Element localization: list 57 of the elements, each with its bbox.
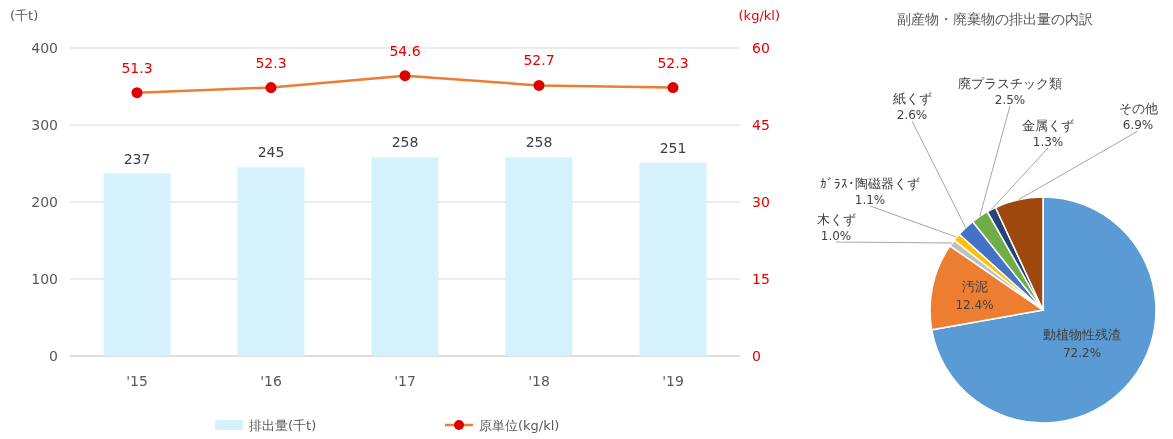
point [667,82,679,94]
data-label: 1.3% [1032,135,1064,149]
y-tick-label: 0 [49,348,58,364]
data-label: 2.6% [896,108,928,122]
chart-title: 副産物・廃棄物の排出量の内訳 [897,11,1093,27]
point [265,82,277,94]
y2-tick-label: 60 [752,40,770,56]
point [533,79,545,91]
bar [639,162,707,356]
slice-label: 木くず [816,212,856,227]
bar [237,167,305,356]
data-label: 51.3 [121,59,153,76]
point [399,70,411,82]
y-tick-label: 100 [31,271,58,287]
data-label: 6.9% [1122,118,1154,132]
slice-label: その他 [1118,101,1158,116]
y2-axis-title: (kg/kl) [738,8,780,23]
data-label: 1.0% [820,229,852,243]
slice-label: 動植物性残渣 [1042,326,1121,342]
data-label: 52.3 [657,54,689,71]
data-label: 72.2% [1062,345,1102,360]
y2-tick-label: 15 [752,271,770,287]
data-label: 2.5% [994,93,1026,107]
x-tick-label: '18 [528,373,550,389]
y-tick-label: 200 [31,194,58,210]
data-label: 245 [257,144,285,161]
slice-label: 廃プラスチック類 [958,76,1062,91]
data-label: 258 [391,134,419,151]
data-label: 54.6 [389,42,421,59]
data-label: 1.1% [854,193,886,207]
slice-label: ｶﾞﾗｽ･陶磁器くず [820,176,920,191]
y2-tick-label: 45 [752,117,770,133]
bar [103,173,171,356]
pie-slice [930,196,1157,424]
x-tick-label: '16 [260,373,282,389]
data-label: 251 [659,139,687,156]
slice-label: 紙くず [892,91,932,106]
data-label: 237 [123,150,151,167]
y-tick-label: 300 [31,117,58,133]
data-label: 258 [525,134,553,151]
bar [505,157,573,356]
y2-tick-label: 0 [752,348,761,364]
y-tick-label: 400 [31,40,58,56]
legend-label: 原単位(kg/kl) [479,418,560,433]
bar [371,157,439,356]
legend-label: 排出量(千t) [249,418,317,433]
point [131,87,143,99]
y-axis-title: (千t) [10,8,39,23]
slice-label: 金属くず [1022,118,1074,133]
data-label: 12.4% [955,298,994,313]
x-tick-label: '19 [662,373,684,389]
slice-label: 汚泥 [961,279,988,295]
data-label: 52.3 [255,54,287,71]
data-label: 52.7 [523,52,555,69]
y2-tick-label: 30 [752,194,770,210]
x-tick-label: '17 [394,373,416,389]
x-tick-label: '15 [126,373,148,389]
